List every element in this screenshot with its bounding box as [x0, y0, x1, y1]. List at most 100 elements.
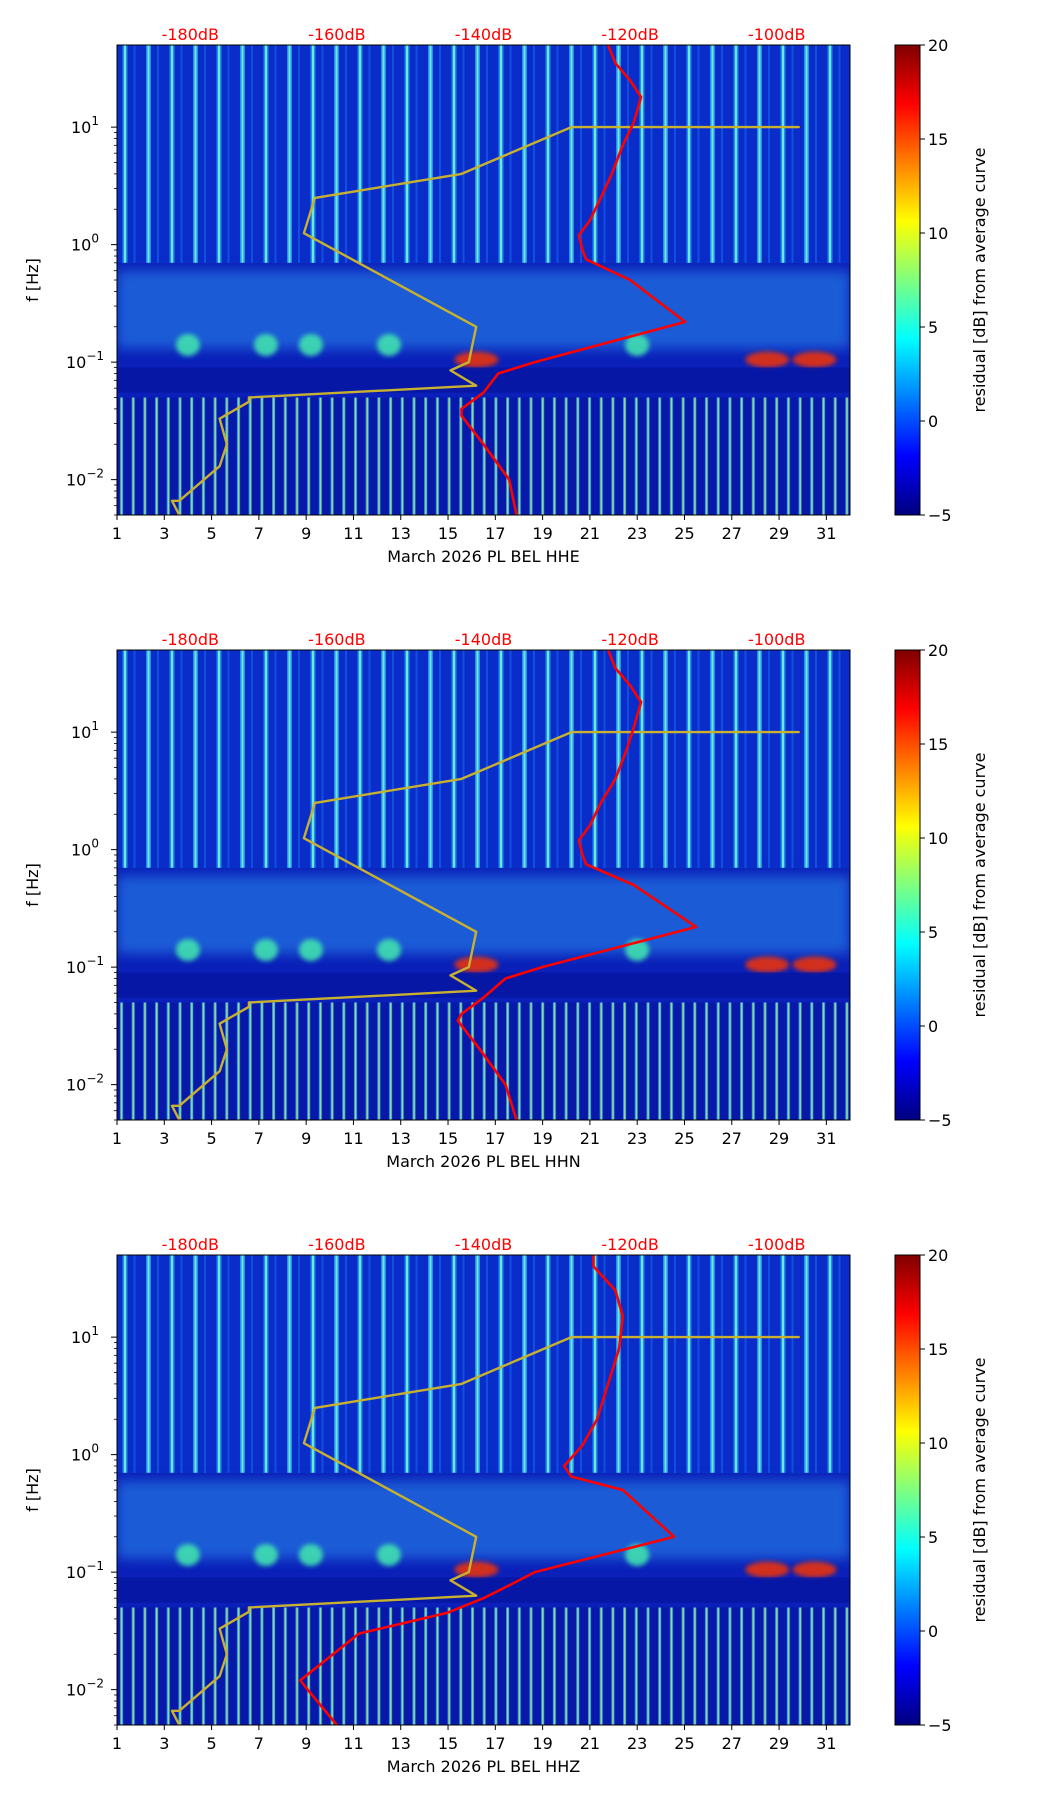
top-db-tick-label: -140dB [455, 1235, 512, 1254]
colorbar-tick-label: −5 [928, 1716, 952, 1735]
top-db-tick-label: -180dB [162, 25, 219, 44]
x-tick-label: 27 [722, 1129, 742, 1148]
x-tick-label: 5 [206, 524, 216, 543]
y-tick-exponent: −2 [86, 467, 104, 481]
top-db-tick-label: -120dB [601, 25, 658, 44]
y-tick-base: 10 [71, 118, 91, 137]
colorbar-tick-label: −5 [928, 506, 952, 525]
x-tick-label: 3 [159, 1734, 169, 1753]
x-tick-label: 29 [769, 524, 789, 543]
y-tick-exponent: −2 [86, 1072, 104, 1086]
x-tick-label: 17 [485, 1734, 505, 1753]
top-db-tick-label: -180dB [162, 1235, 219, 1254]
x-tick-label: 29 [769, 1129, 789, 1148]
top-db-tick-label: -140dB [455, 25, 512, 44]
x-axis-label: March 2026 PL BEL HHZ [387, 1757, 580, 1776]
x-tick-label: 7 [254, 1734, 264, 1753]
heatmap-microseism-haze [117, 875, 850, 954]
x-tick-label: 1 [112, 524, 122, 543]
y-tick-base: 10 [66, 353, 86, 372]
noise-model-curve [170, 125, 800, 515]
x-tick-label: 15 [438, 524, 458, 543]
average-psd-curve [456, 650, 698, 1120]
x-tick-label: 11 [343, 1129, 363, 1148]
microseism-patch [745, 1561, 790, 1578]
x-tick-label: 11 [343, 524, 363, 543]
heatmap-field [117, 45, 850, 515]
heatmap-lowfreq-spikes [117, 397, 850, 515]
colorbar-tick-label: 15 [928, 1340, 948, 1359]
y-tick-label: 101 [71, 114, 99, 137]
heatmap-gap-band [117, 367, 850, 393]
heatmap-microseism-haze [117, 270, 850, 349]
y-tick-exponent: 1 [91, 1324, 99, 1338]
y-tick-base: 10 [66, 958, 86, 977]
colorbar-tick-label: 5 [928, 1528, 938, 1547]
y-tick-exponent: −1 [86, 349, 104, 363]
y-tick-base: 10 [66, 1076, 86, 1095]
x-tick-label: 9 [301, 1129, 311, 1148]
x-tick-label: 25 [674, 1734, 694, 1753]
microseism-patch [298, 938, 323, 961]
microseism-patch [253, 333, 278, 356]
x-tick-label: 3 [159, 1129, 169, 1148]
top-db-tick-label: -160dB [308, 630, 365, 649]
y-tick-label: 10−2 [66, 1677, 104, 1700]
heatmap-lowfreq-spikes [117, 1607, 850, 1725]
y-tick-exponent: 1 [91, 114, 99, 128]
x-tick-label: 17 [485, 524, 505, 543]
colorbar-label: residual [dB] from average curve [970, 753, 989, 1018]
y-tick-exponent: −2 [86, 1677, 104, 1691]
top-db-tick-label: -120dB [601, 630, 658, 649]
y-tick-label: 101 [71, 719, 99, 742]
top-db-tick-label: -140dB [455, 630, 512, 649]
y-tick-exponent: 0 [91, 837, 99, 851]
heatmap-gap-band [117, 972, 850, 998]
x-tick-label: 19 [532, 524, 552, 543]
microseism-patch [253, 1543, 278, 1566]
colorbar-label: residual [dB] from average curve [970, 148, 989, 413]
y-tick-label: 10−1 [66, 954, 104, 977]
y-tick-base: 10 [71, 841, 91, 860]
x-tick-label: 5 [206, 1129, 216, 1148]
colorbar-tick-label: 5 [928, 923, 938, 942]
x-tick-label: 11 [343, 1734, 363, 1753]
y-tick-label: 10−1 [66, 1559, 104, 1582]
x-tick-label: 27 [722, 1734, 742, 1753]
microseism-patch [625, 1543, 650, 1566]
colorbar-tick-label: 20 [928, 36, 948, 55]
colorbar-tick-label: 10 [928, 224, 948, 243]
x-axis-label: March 2026 PL BEL HHE [387, 547, 580, 566]
colorbar-tick-label: −5 [928, 1111, 952, 1130]
y-tick-exponent: −1 [86, 954, 104, 968]
heatmap-field [117, 650, 850, 1120]
top-db-tick-label: -160dB [308, 1235, 365, 1254]
colorbar-tick-label: 15 [928, 735, 948, 754]
top-db-tick-label: -160dB [308, 25, 365, 44]
x-tick-label: 19 [532, 1129, 552, 1148]
x-tick-label: 25 [674, 1129, 694, 1148]
y-tick-base: 10 [71, 236, 91, 255]
top-db-tick-label: -100dB [748, 630, 805, 649]
x-tick-label: 7 [254, 1129, 264, 1148]
colorbar-tick-label: 10 [928, 1434, 948, 1453]
y-tick-base: 10 [66, 471, 86, 490]
y-tick-label: 10−2 [66, 467, 104, 490]
y-tick-label: 100 [71, 232, 99, 255]
microseism-patch [376, 938, 401, 961]
colorbar [894, 1254, 921, 1726]
x-axis-label: March 2026 PL BEL HHN [386, 1152, 580, 1171]
x-tick-label: 31 [816, 1129, 836, 1148]
colorbar-tick-label: 15 [928, 130, 948, 149]
x-tick-label: 17 [485, 1129, 505, 1148]
x-tick-label: 13 [391, 524, 411, 543]
colorbar [894, 649, 921, 1121]
top-db-tick-label: -100dB [748, 1235, 805, 1254]
microseism-patch [792, 351, 837, 368]
x-tick-label: 29 [769, 1734, 789, 1753]
colorbar-tick-label: 5 [928, 318, 938, 337]
x-tick-label: 21 [580, 1129, 600, 1148]
y-tick-label: 100 [71, 837, 99, 860]
colorbar-tick-label: 0 [928, 412, 938, 431]
